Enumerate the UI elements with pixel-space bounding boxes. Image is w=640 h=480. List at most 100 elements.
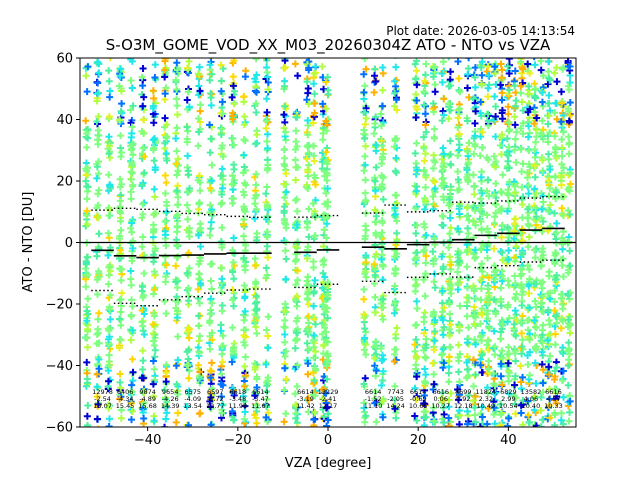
scatter-point xyxy=(324,184,332,192)
scatter-point xyxy=(218,393,226,401)
scatter-point xyxy=(463,407,471,415)
scatter-point xyxy=(294,276,302,284)
scatter-point xyxy=(311,63,319,71)
scatter-point xyxy=(565,417,573,425)
scatter-point xyxy=(264,144,272,152)
scatter-point xyxy=(361,120,369,128)
scatter-point xyxy=(518,343,526,351)
scatter-point xyxy=(544,177,552,185)
scatter-point xyxy=(280,111,288,119)
scatter-point xyxy=(291,146,299,154)
scatter-point xyxy=(219,332,227,340)
scatter-point xyxy=(140,254,148,262)
scatter-point xyxy=(498,381,506,389)
scatter-point xyxy=(566,180,574,188)
scatter-point xyxy=(393,237,401,245)
scatter-point xyxy=(431,255,439,263)
scatter-point xyxy=(420,101,428,109)
y-tick-label: 60 xyxy=(56,52,73,67)
scatter-point xyxy=(195,199,203,207)
scatter-point xyxy=(303,155,311,163)
scatter-point xyxy=(151,245,159,253)
scatter-point xyxy=(118,100,126,108)
scatter-point xyxy=(82,159,90,167)
bin-annotations: 12978-2.5413.076406-4.3415.459874-4.8915… xyxy=(92,388,563,410)
scatter-point xyxy=(421,365,429,373)
scatter-point xyxy=(470,150,478,158)
scatter-point xyxy=(429,100,437,108)
bin-annotation: -3.48 xyxy=(229,395,246,403)
bin-annotation: -3.72 xyxy=(207,395,224,403)
scatter-point xyxy=(447,58,450,61)
bin-annotation: 2.32 xyxy=(479,395,493,403)
scatter-point xyxy=(533,114,541,122)
scatter-point xyxy=(546,76,554,84)
scatter-point xyxy=(83,325,91,333)
scatter-point xyxy=(503,207,511,215)
scatter-point xyxy=(545,340,553,348)
bin-annotation: 4.57 xyxy=(546,395,560,403)
scatter-point xyxy=(525,122,533,130)
scatter-point xyxy=(511,146,519,154)
scatter-point xyxy=(565,339,573,347)
scatter-point xyxy=(194,142,202,150)
scatter-point xyxy=(546,414,554,422)
scatter-point xyxy=(140,415,148,423)
scatter-point xyxy=(465,391,473,399)
scatter-point xyxy=(447,321,455,329)
scatter-point xyxy=(559,301,567,309)
scatter-point xyxy=(431,316,439,324)
scatter-point xyxy=(412,365,420,373)
scatter-point xyxy=(537,299,545,307)
scatter-point xyxy=(413,373,421,381)
scatter-point xyxy=(94,126,102,134)
scatter-point xyxy=(105,67,113,75)
scatter-point xyxy=(184,167,192,175)
scatter-point xyxy=(483,420,491,427)
scatter-point xyxy=(139,327,147,335)
scatter-point xyxy=(129,326,137,334)
scatter-point xyxy=(430,125,438,133)
scatter-point xyxy=(430,133,438,141)
scatter-point xyxy=(445,115,453,123)
scatter-point xyxy=(294,72,302,80)
scatter-point xyxy=(195,128,203,136)
scatter-point xyxy=(83,220,91,228)
scatter-point xyxy=(172,76,180,84)
scatter-point xyxy=(262,264,270,272)
scatter-point xyxy=(439,316,447,324)
scatter-point xyxy=(304,166,312,174)
scatter-point xyxy=(304,281,312,289)
scatter-point xyxy=(378,229,386,237)
scatter-point xyxy=(551,69,559,77)
scatter-point xyxy=(184,284,192,292)
scatter-point xyxy=(497,150,505,158)
scatter-point xyxy=(322,105,330,113)
scatter-point xyxy=(106,291,114,299)
scatter-point xyxy=(431,337,439,345)
scatter-point xyxy=(447,261,455,269)
scatter-point xyxy=(163,121,171,129)
scatter-point xyxy=(566,329,574,337)
scatter-point xyxy=(472,418,480,426)
scatter-point xyxy=(320,261,328,269)
scatter-point xyxy=(412,204,420,212)
scatter-point xyxy=(477,276,485,284)
scatter-point xyxy=(531,173,539,181)
scatter-point xyxy=(140,129,148,137)
scatter-point xyxy=(498,221,506,229)
scatter-point xyxy=(517,385,525,393)
scatter-point xyxy=(379,69,387,77)
scatter-point xyxy=(117,302,125,310)
scatter-point xyxy=(252,58,260,63)
bin-annotation: 10.40 xyxy=(522,402,541,410)
scatter-point xyxy=(322,189,330,197)
scatter-point xyxy=(196,332,204,340)
bin-annotation: 0.06 xyxy=(433,395,447,403)
scatter-point xyxy=(319,386,327,394)
scatter-point xyxy=(184,88,192,96)
scatter-point xyxy=(379,86,387,94)
scatter-point xyxy=(525,289,533,297)
scatter-point xyxy=(83,334,91,342)
scatter-point xyxy=(420,392,428,400)
